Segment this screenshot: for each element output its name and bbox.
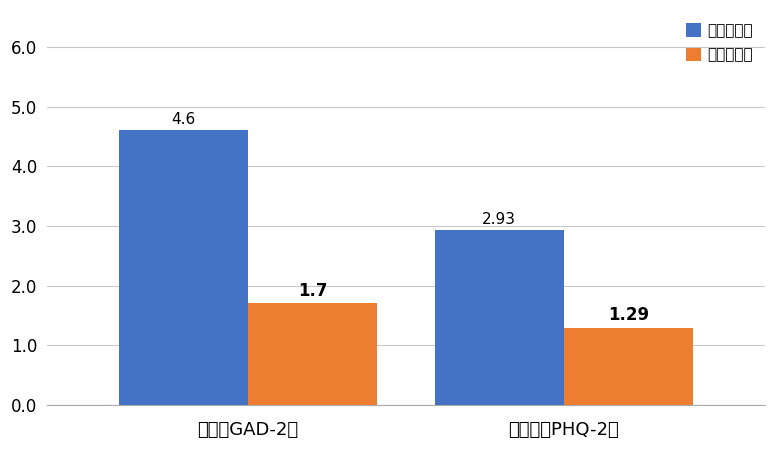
Text: 2.93: 2.93	[483, 212, 516, 226]
Text: 1.7: 1.7	[298, 282, 327, 300]
Bar	[564, 328, 693, 405]
Text: 1.29: 1.29	[608, 306, 649, 324]
Legend: 試験開始時, 試験終了後: 試験開始時, 試験終了後	[681, 19, 757, 67]
Bar	[119, 130, 248, 405]
Text: 4.6: 4.6	[171, 112, 196, 127]
Bar	[435, 230, 564, 405]
Bar	[248, 303, 377, 405]
